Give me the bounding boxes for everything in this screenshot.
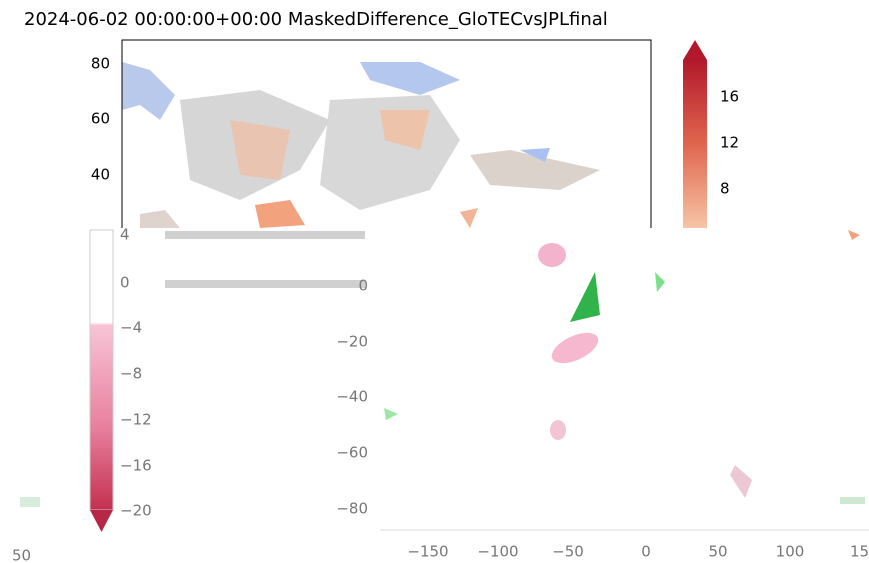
colorbar xyxy=(683,60,707,230)
colorbar-extend xyxy=(90,510,113,532)
colorbar-tick-label: −20 xyxy=(120,502,152,520)
x-tick-label: −50 xyxy=(552,543,584,561)
title: 2024-06-02 00:00:00+00:00 MaskedDifferen… xyxy=(24,9,608,30)
x-tick-label: 50 xyxy=(708,543,727,561)
y-tick-label: −60 xyxy=(336,444,368,462)
colorbar-tick-label: 16 xyxy=(720,88,739,106)
colorbar-tick-label: 8 xyxy=(720,180,730,198)
bottom-map xyxy=(20,230,865,507)
colorbar-extend xyxy=(683,40,707,60)
y-tick-label: 60 xyxy=(91,110,110,128)
colorbar-tick-label: 4 xyxy=(120,226,130,244)
y-tick-label: −20 xyxy=(336,333,368,351)
colorbar-tick-label: −8 xyxy=(120,365,142,383)
x-tick-label: 15 xyxy=(850,543,869,561)
glitch-bar xyxy=(165,280,365,288)
y-tick-label: 80 xyxy=(91,55,110,73)
x-tick-label: −100 xyxy=(477,543,518,561)
y-tick-label: −80 xyxy=(336,500,368,518)
colorbar-tick-label: 12 xyxy=(720,134,739,152)
top-map xyxy=(121,39,652,235)
glitch-bar xyxy=(165,231,365,239)
overlay xyxy=(0,228,869,563)
x-tick-label: 100 xyxy=(776,543,805,561)
y-tick-label: −40 xyxy=(336,388,368,406)
x-tick-label: 0 xyxy=(641,543,651,561)
x-tick-label: 50 xyxy=(12,547,31,563)
colorbar xyxy=(89,229,114,511)
y-tick-label: 0 xyxy=(358,277,368,295)
y-tick-label: 40 xyxy=(91,166,110,184)
colorbar-tick-label: −16 xyxy=(120,457,152,475)
x-tick-label: −150 xyxy=(407,543,448,561)
colorbar-tick-label: 0 xyxy=(120,274,130,292)
colorbar-tick-label: −12 xyxy=(120,411,152,429)
colorbar-tick-label: −4 xyxy=(120,319,142,337)
